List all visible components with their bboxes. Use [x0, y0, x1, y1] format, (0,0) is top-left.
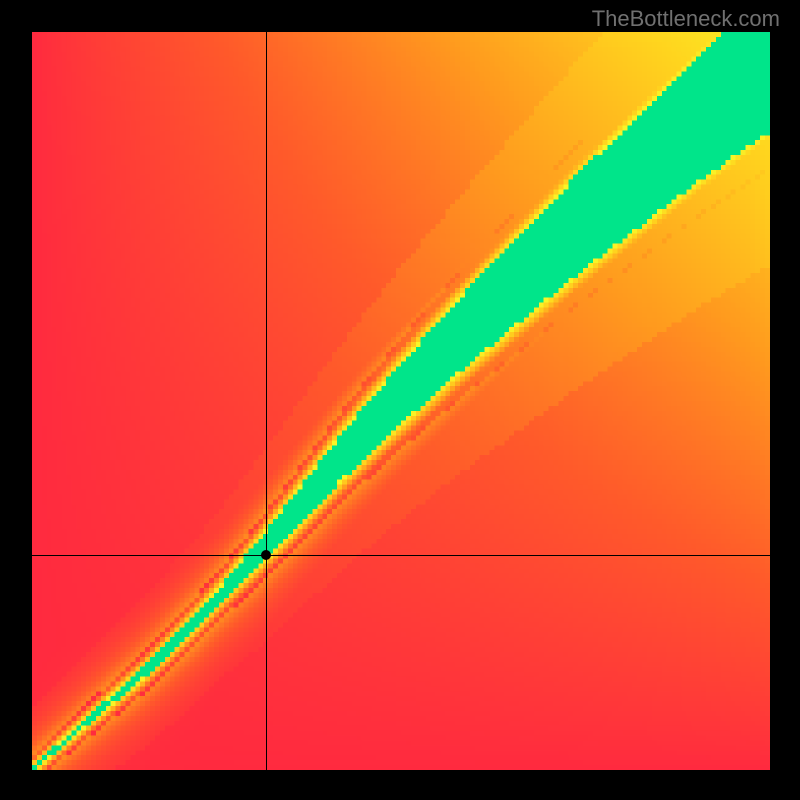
marker-dot — [261, 550, 271, 560]
crosshair-vertical — [266, 32, 267, 770]
heatmap-canvas — [32, 32, 770, 770]
crosshair-horizontal — [32, 555, 770, 556]
bottleneck-heatmap — [32, 32, 770, 770]
watermark-text: TheBottleneck.com — [592, 6, 780, 32]
